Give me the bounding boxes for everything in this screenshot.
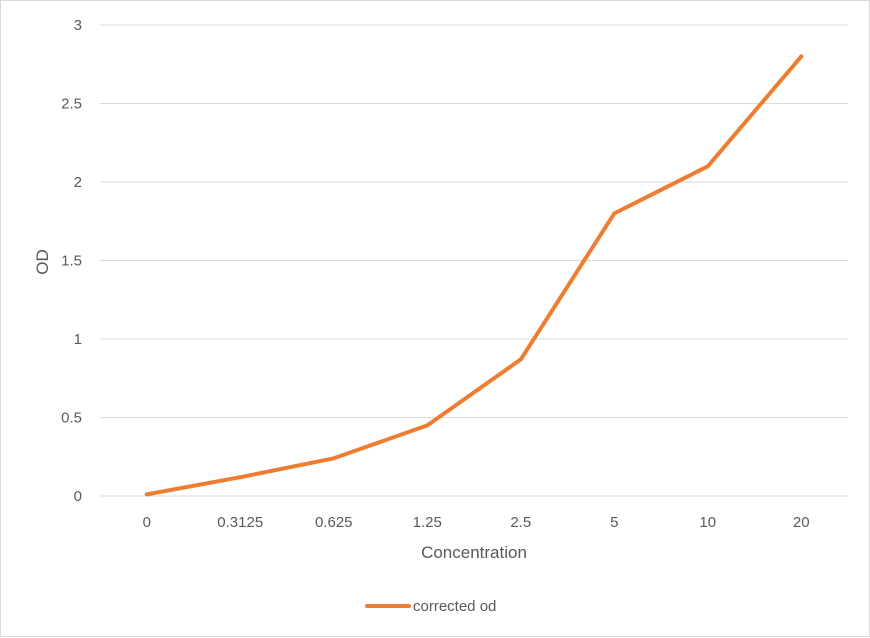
data-point: [705, 164, 710, 169]
y-tick-label: 1: [74, 331, 82, 348]
series-layer: [144, 54, 804, 497]
y-tick-label: 2.5: [61, 96, 82, 113]
data-point: [144, 492, 149, 497]
y-axis-title: OD: [33, 249, 52, 275]
legend: corrected od: [365, 598, 496, 615]
y-tick-label: 1.5: [61, 253, 82, 270]
y-tick-label: 0: [74, 488, 82, 505]
x-tick-label: 10: [699, 514, 716, 531]
gridlines: [100, 24, 848, 497]
data-point: [238, 475, 243, 480]
x-tick-label: 5: [610, 514, 618, 531]
y-tick-label: 3: [74, 17, 82, 34]
x-axis-title: Concentration: [421, 543, 527, 562]
data-point: [518, 357, 523, 362]
series-line-corrected-od: [144, 54, 804, 497]
y-axis-ticks: 0 0.5 1 1.5 2 2.5 3: [61, 17, 82, 505]
x-tick-label: 2.5: [510, 514, 531, 531]
x-tick-label: 1.25: [413, 514, 442, 531]
data-point: [331, 456, 336, 461]
legend-label: corrected od: [413, 598, 496, 615]
y-tick-label: 2: [74, 174, 82, 191]
x-axis-ticks: 0 0.3125 0.625 1.25 2.5 5 10 20: [143, 514, 810, 531]
data-point: [612, 211, 617, 216]
x-tick-label: 0.625: [315, 514, 353, 531]
data-point: [799, 54, 804, 59]
x-tick-label: 0.3125: [217, 514, 263, 531]
data-point: [425, 423, 430, 428]
x-tick-label: 0: [143, 514, 151, 531]
x-tick-label: 20: [793, 514, 810, 531]
y-tick-label: 0.5: [61, 410, 82, 427]
